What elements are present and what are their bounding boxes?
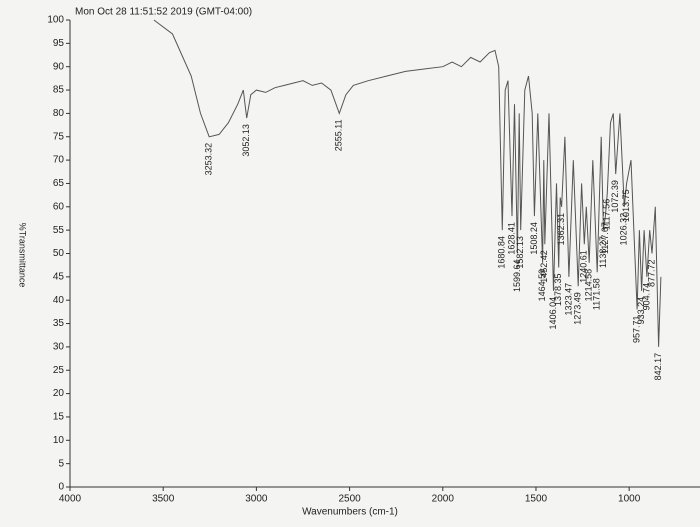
- x-tick-label: 2500: [338, 494, 361, 505]
- y-tick-label: 15: [53, 412, 65, 423]
- peak-label: 1582.13: [515, 236, 525, 269]
- y-tick-label: 55: [53, 225, 65, 236]
- peak-label: 1214.58: [584, 269, 594, 302]
- y-tick-label: 80: [53, 108, 65, 119]
- y-tick-label: 45: [53, 271, 65, 282]
- peak-label: 1378.35: [553, 274, 563, 307]
- peak-label: 957.71: [631, 316, 641, 344]
- peak-label: 1680.84: [497, 236, 507, 269]
- peak-label: 1026.32: [619, 213, 629, 246]
- chart-title: Mon Oct 28 11:51:52 2019 (GMT-04:00): [75, 7, 252, 18]
- y-tick-label: 35: [53, 318, 65, 329]
- x-tick-label: 3500: [152, 494, 175, 505]
- peak-label: 1072.39: [610, 180, 620, 213]
- peak-label: 1599.64: [512, 260, 522, 293]
- spectrum-line: [153, 19, 662, 347]
- y-tick-label: 5: [58, 458, 64, 469]
- y-axis-label: %Transmittance: [18, 223, 28, 288]
- y-tick-label: 10: [53, 435, 65, 446]
- y-tick-label: 100: [47, 15, 64, 26]
- peak-label: 1406.04: [548, 297, 558, 330]
- peak-label: 1127.67: [600, 222, 610, 254]
- peak-label: 1464.59: [537, 269, 547, 302]
- y-tick-label: 50: [53, 248, 65, 259]
- y-tick-label: 0: [58, 482, 64, 493]
- peak-label: 1628.41: [506, 222, 516, 255]
- x-axis-label: Wavenumbers (cm-1): [302, 507, 398, 518]
- peak-label: 933.24: [636, 297, 646, 325]
- y-tick-label: 30: [53, 342, 65, 353]
- peak-label: 1362.31: [556, 213, 566, 246]
- peak-label: 1240.61: [579, 250, 589, 283]
- y-tick-label: 85: [53, 85, 65, 96]
- y-tick-label: 75: [53, 131, 65, 142]
- peak-label: 877.72: [646, 260, 656, 288]
- x-tick-label: 4000: [59, 494, 82, 505]
- peak-label: 1013.75: [621, 189, 631, 222]
- peak-label: 3052.13: [241, 124, 251, 157]
- x-tick-label: 2000: [432, 494, 455, 505]
- peak-label: 1138.27: [598, 236, 608, 268]
- peak-label: 2555.11: [334, 119, 344, 151]
- peak-label: 904.74: [641, 283, 651, 311]
- y-tick-label: 25: [53, 365, 65, 376]
- peak-label: 1323.47: [563, 283, 573, 316]
- peak-label: 1273.49: [573, 292, 583, 325]
- peak-label: 1452.42: [539, 250, 549, 283]
- peak-label: 3253.32: [204, 143, 214, 176]
- y-tick-label: 95: [53, 38, 65, 49]
- peak-label: 1508.24: [529, 222, 539, 255]
- y-tick-label: 70: [53, 155, 65, 166]
- y-tick-label: 65: [53, 178, 65, 189]
- peak-label: 1171.58: [592, 278, 602, 310]
- y-tick-label: 40: [53, 295, 65, 306]
- x-tick-label: 3000: [245, 494, 268, 505]
- x-tick-label: 1000: [618, 494, 641, 505]
- y-tick-label: 60: [53, 201, 65, 212]
- x-tick-label: 1500: [525, 494, 548, 505]
- peak-label: 1117.56: [602, 199, 612, 230]
- y-tick-label: 20: [53, 388, 65, 399]
- y-tick-label: 90: [53, 61, 65, 72]
- peak-label: 842.17: [653, 353, 663, 381]
